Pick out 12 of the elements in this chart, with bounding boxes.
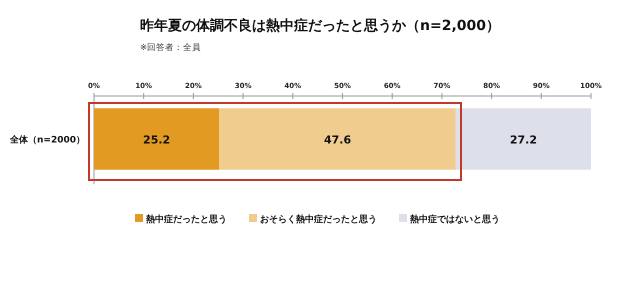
legend-label: 熱中症だったと思う [145, 214, 227, 225]
legend-label: 熱中症ではないと思う [409, 214, 500, 225]
chart-subtitle: ※回答者：全員 [140, 42, 202, 53]
chart-title: 昨年夏の体調不良は熱中症だったと思うか（n=2,000） [140, 17, 500, 34]
data-label: 47.6 [324, 134, 352, 146]
bar [94, 108, 220, 170]
y-tick-label: 全体（n=2000） [9, 134, 85, 146]
bar [456, 108, 591, 170]
legend-label: おそらく熱中症だったと思う [260, 214, 377, 225]
bar [219, 108, 456, 170]
data-label: 25.2 [143, 134, 170, 146]
data-label: 27.2 [510, 134, 537, 146]
